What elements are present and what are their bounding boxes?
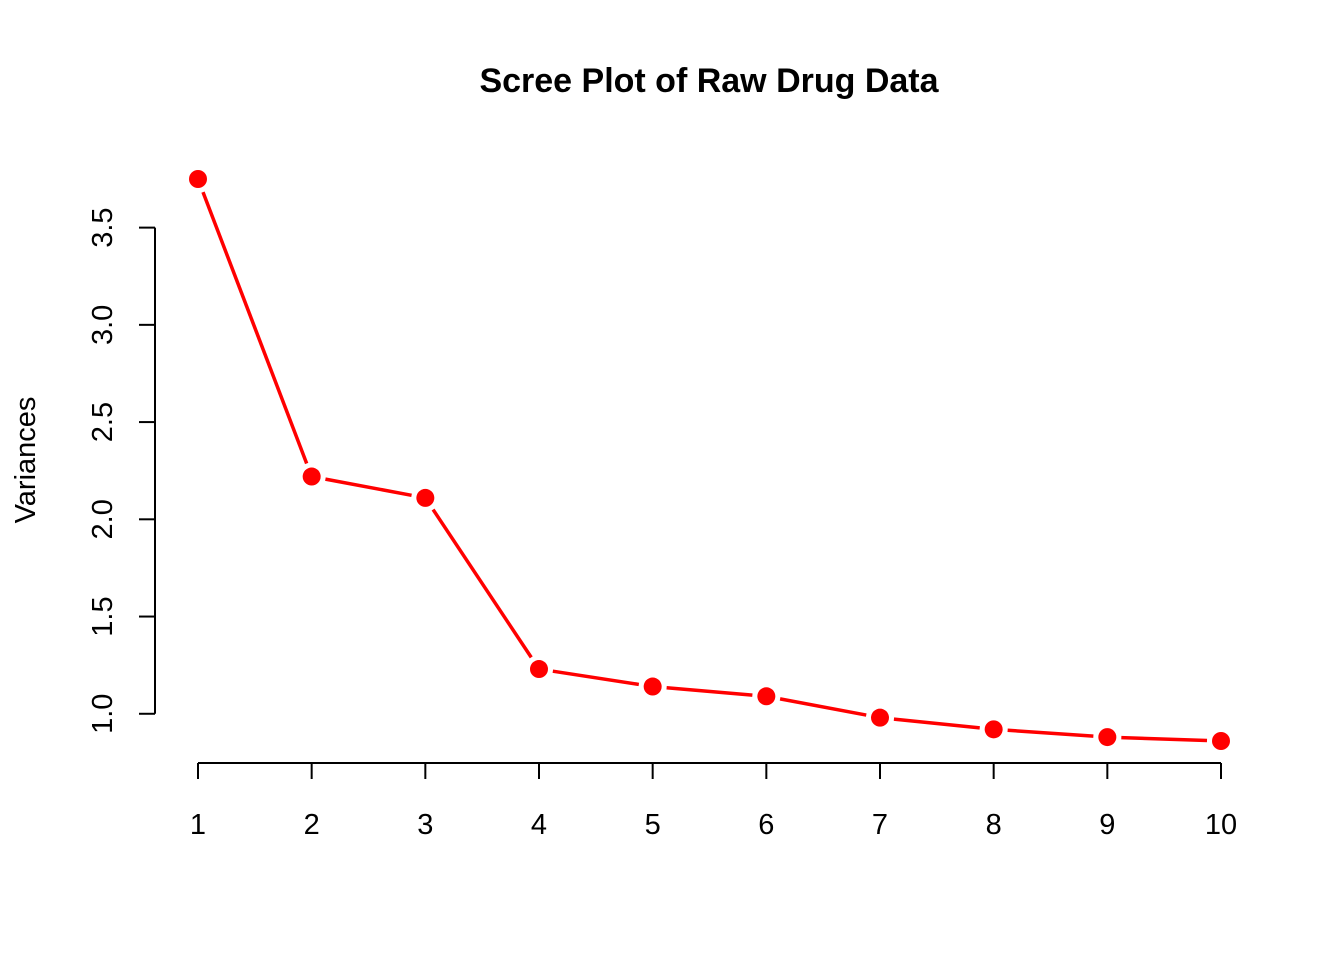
x-tick-label: 9 <box>1099 809 1115 841</box>
data-point <box>643 677 662 696</box>
y-tick-label: 2.0 <box>87 499 119 539</box>
chart-title: Scree Plot of Raw Drug Data <box>479 62 939 100</box>
y-axis: 1.0 1.5 2.0 2.5 3.0 3.5 <box>87 207 156 734</box>
series-segment <box>893 717 980 730</box>
series-segment <box>201 191 309 465</box>
data-point <box>871 708 889 727</box>
x-tick-label: 1 <box>190 809 206 841</box>
y-axis-label: Variances <box>10 397 42 524</box>
series-segment <box>666 685 753 697</box>
x-tick-label: 3 <box>417 809 433 841</box>
x-tick-label: 4 <box>531 809 547 841</box>
data-point <box>416 488 435 507</box>
data-point <box>984 720 1003 739</box>
series-points <box>189 170 1230 750</box>
x-axis: 1 2 3 4 5 6 7 8 9 10 <box>190 762 1237 841</box>
series-segment <box>1007 728 1094 738</box>
series-segment <box>431 508 533 659</box>
data-point <box>189 170 207 188</box>
data-point <box>1098 728 1117 747</box>
x-tick-label: 8 <box>986 809 1002 841</box>
x-tick-label: 10 <box>1205 809 1237 841</box>
series-line <box>201 191 1208 743</box>
y-tick-label: 1.0 <box>87 694 119 734</box>
y-tick-label: 3.0 <box>87 305 119 345</box>
series-segment <box>325 477 412 498</box>
x-tick-label: 6 <box>758 809 774 841</box>
y-tick-label: 2.5 <box>87 402 119 442</box>
x-tick-label: 5 <box>645 809 661 841</box>
y-tick-label: 1.5 <box>87 596 119 636</box>
series-segment <box>1121 735 1208 743</box>
data-point <box>1212 732 1230 750</box>
x-tick-label: 7 <box>872 809 888 841</box>
data-point <box>530 660 548 679</box>
series-segment <box>552 669 640 687</box>
data-point <box>757 687 776 706</box>
x-tick-label: 2 <box>304 809 320 841</box>
series-segment <box>779 697 867 717</box>
data-point <box>302 467 321 486</box>
y-tick-label: 3.5 <box>87 207 119 247</box>
